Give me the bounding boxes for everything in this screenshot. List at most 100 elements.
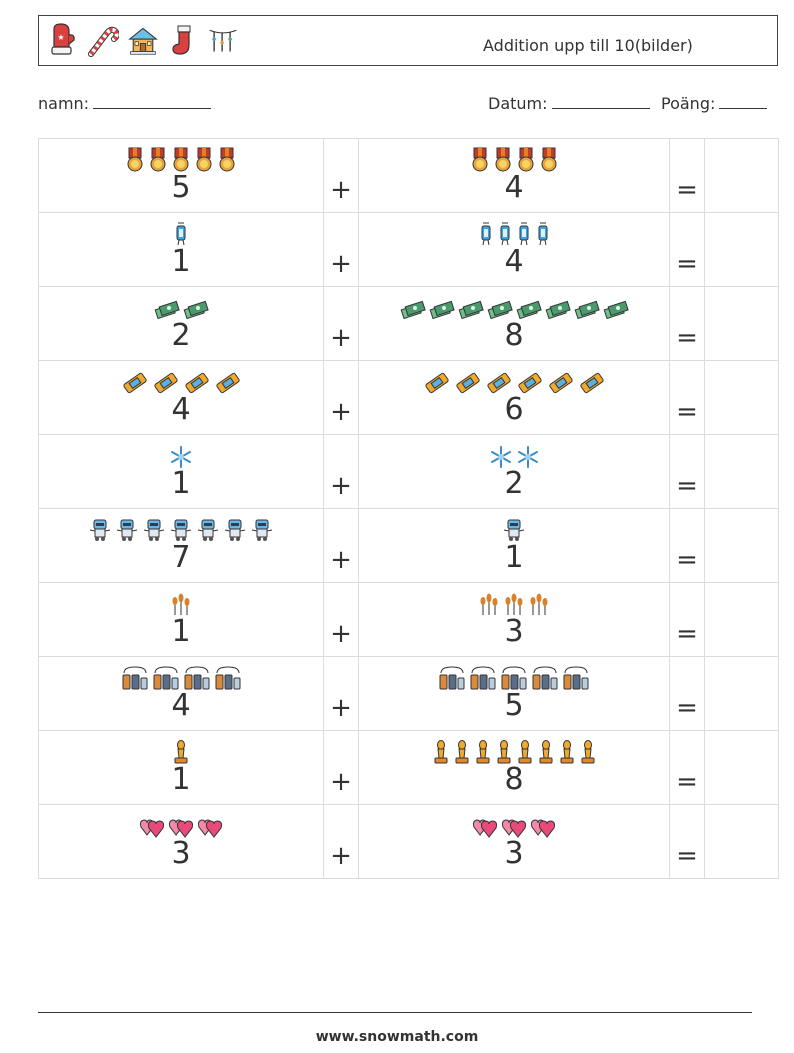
plus-cell: + xyxy=(323,138,359,213)
problem-row: 1 +8 = xyxy=(38,730,779,805)
problem-row: 3 +3 = xyxy=(38,804,779,879)
problem-row: 1 +2 = xyxy=(38,434,779,509)
lights-icon xyxy=(207,22,239,58)
addend-b-cell: 1 xyxy=(358,508,670,583)
equals-sign: = xyxy=(676,175,698,205)
lantern-icon xyxy=(535,221,551,247)
medal-icon xyxy=(470,147,490,173)
lantern-icon xyxy=(497,221,513,247)
answer-cell[interactable] xyxy=(704,434,779,509)
equals-sign: = xyxy=(676,471,698,501)
plus-sign: + xyxy=(330,841,352,871)
addend-a-cell: 1 xyxy=(38,434,324,509)
plus-cell: + xyxy=(323,286,359,361)
ticket-icon xyxy=(485,371,513,395)
answer-cell[interactable] xyxy=(704,804,779,879)
money-icon xyxy=(516,299,542,321)
ticket-icon xyxy=(423,371,451,395)
bottles-icon xyxy=(121,665,149,691)
date-label: Datum: xyxy=(488,94,548,113)
addend-b-number: 6 xyxy=(504,392,524,427)
answer-cell[interactable] xyxy=(704,360,779,435)
plus-sign: + xyxy=(330,767,352,797)
money-icon xyxy=(574,299,600,321)
picture-group xyxy=(359,657,669,691)
bottles-icon xyxy=(438,665,466,691)
answer-cell[interactable] xyxy=(704,656,779,731)
answer-cell[interactable] xyxy=(704,730,779,805)
picture-group xyxy=(359,435,669,469)
equals-sign: = xyxy=(676,693,698,723)
addend-a-number: 1 xyxy=(171,614,191,649)
addend-b-cell: 8 xyxy=(358,286,670,361)
score-field[interactable]: Poäng: xyxy=(661,94,768,113)
plus-cell: + xyxy=(323,212,359,287)
wheat-icon xyxy=(170,591,192,617)
equals-cell: = xyxy=(669,434,705,509)
problem-row: 7 +1 = xyxy=(38,508,779,583)
addend-b-cell: 5 xyxy=(358,656,670,731)
hearts-icon xyxy=(472,815,498,839)
money-icon xyxy=(400,299,426,321)
lantern-icon xyxy=(516,221,532,247)
bottles-icon xyxy=(469,665,497,691)
ticket-icon xyxy=(183,371,211,395)
footer-url: www.snowmath.com xyxy=(315,1029,479,1045)
name-field[interactable]: namn: xyxy=(38,94,212,113)
medal-icon xyxy=(125,147,145,173)
money-icon xyxy=(545,299,571,321)
answer-cell[interactable] xyxy=(704,286,779,361)
equals-sign: = xyxy=(676,323,698,353)
answer-cell[interactable] xyxy=(704,508,779,583)
medal-icon xyxy=(148,147,168,173)
plus-sign: + xyxy=(330,323,352,353)
stocking-icon xyxy=(167,22,199,58)
plus-sign: + xyxy=(330,471,352,501)
picture-group xyxy=(39,139,323,173)
equals-cell: = xyxy=(669,804,705,879)
plus-sign: + xyxy=(330,545,352,575)
equals-cell: = xyxy=(669,508,705,583)
answer-cell[interactable] xyxy=(704,212,779,287)
date-field[interactable]: Datum: xyxy=(488,94,650,113)
medal-icon xyxy=(194,147,214,173)
medal-icon xyxy=(516,147,536,173)
ticket-icon xyxy=(152,371,180,395)
answer-cell[interactable] xyxy=(704,582,779,657)
chess-bishop-icon xyxy=(474,739,492,765)
addend-a-number: 4 xyxy=(171,392,191,427)
plus-sign: + xyxy=(330,397,352,427)
equals-cell: = xyxy=(669,582,705,657)
robot-icon xyxy=(250,517,274,543)
robot-icon xyxy=(196,517,220,543)
equals-cell: = xyxy=(669,138,705,213)
chess-bishop-icon xyxy=(516,739,534,765)
name-line[interactable] xyxy=(93,94,212,109)
problem-row: 2 +8 = xyxy=(38,286,779,361)
picture-group xyxy=(359,731,669,765)
bottles-icon xyxy=(152,665,180,691)
score-line[interactable] xyxy=(719,94,768,109)
ticket-icon xyxy=(578,371,606,395)
picture-group xyxy=(359,583,669,617)
bottles-icon xyxy=(214,665,242,691)
problem-row: 1 +3 = xyxy=(38,582,779,657)
addend-a-cell: 1 xyxy=(38,730,324,805)
picture-group xyxy=(359,361,669,395)
answer-cell[interactable] xyxy=(704,138,779,213)
addend-a-number: 1 xyxy=(171,244,191,279)
robot-icon xyxy=(142,517,166,543)
problems-table: 5 +4 = 1 +4 = 2 +8 = 4 +6 = 1 +2 = 7 +1 = 1 +3 = 4 +5 = 1 +8 = 3 +3 = xyxy=(38,138,779,879)
addend-a-number: 1 xyxy=(171,466,191,501)
plus-sign: + xyxy=(330,175,352,205)
equals-cell: = xyxy=(669,286,705,361)
bottles-icon xyxy=(183,665,211,691)
bottles-icon xyxy=(500,665,528,691)
problem-row: 4 +5 = xyxy=(38,656,779,731)
chess-bishop-icon xyxy=(172,739,190,765)
addend-b-number: 3 xyxy=(504,614,524,649)
equals-sign: = xyxy=(676,767,698,797)
equals-cell: = xyxy=(669,212,705,287)
date-line[interactable] xyxy=(551,94,650,109)
chess-bishop-icon xyxy=(432,739,450,765)
